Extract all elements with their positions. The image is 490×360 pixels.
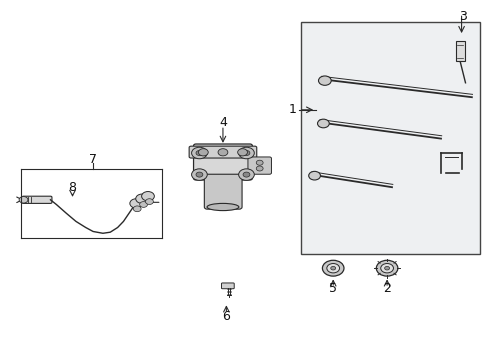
- Circle shape: [136, 194, 148, 203]
- Circle shape: [196, 172, 203, 177]
- FancyBboxPatch shape: [189, 146, 257, 158]
- Circle shape: [218, 149, 228, 156]
- Circle shape: [385, 266, 390, 270]
- Circle shape: [327, 264, 340, 273]
- Circle shape: [146, 199, 153, 204]
- Circle shape: [256, 166, 263, 171]
- FancyBboxPatch shape: [204, 174, 242, 209]
- Circle shape: [243, 150, 250, 156]
- Circle shape: [239, 147, 254, 159]
- Circle shape: [192, 169, 207, 180]
- Text: 2: 2: [383, 282, 391, 294]
- Text: 6: 6: [222, 310, 230, 323]
- Text: 8: 8: [69, 181, 76, 194]
- FancyBboxPatch shape: [194, 144, 252, 180]
- Circle shape: [238, 149, 247, 156]
- Ellipse shape: [207, 203, 239, 211]
- Circle shape: [196, 150, 203, 156]
- Text: 3: 3: [459, 10, 466, 23]
- FancyBboxPatch shape: [248, 157, 271, 174]
- Circle shape: [256, 160, 263, 165]
- Circle shape: [133, 206, 141, 212]
- Text: 7: 7: [89, 153, 97, 166]
- Circle shape: [322, 260, 344, 276]
- Circle shape: [331, 266, 336, 270]
- Circle shape: [243, 172, 250, 177]
- Circle shape: [142, 192, 154, 201]
- Circle shape: [19, 197, 28, 203]
- Text: 5: 5: [329, 282, 337, 294]
- Circle shape: [309, 171, 320, 180]
- FancyBboxPatch shape: [22, 196, 52, 203]
- Circle shape: [198, 149, 208, 156]
- Circle shape: [239, 169, 254, 180]
- Circle shape: [318, 76, 331, 85]
- Circle shape: [318, 119, 329, 128]
- Circle shape: [376, 260, 398, 276]
- Circle shape: [130, 199, 143, 208]
- Circle shape: [140, 202, 147, 207]
- Circle shape: [381, 264, 393, 273]
- Circle shape: [192, 147, 207, 159]
- Text: 1: 1: [289, 103, 297, 116]
- FancyBboxPatch shape: [221, 283, 234, 289]
- Bar: [301, 22, 480, 254]
- Bar: [456, 41, 465, 61]
- Text: 4: 4: [219, 116, 227, 129]
